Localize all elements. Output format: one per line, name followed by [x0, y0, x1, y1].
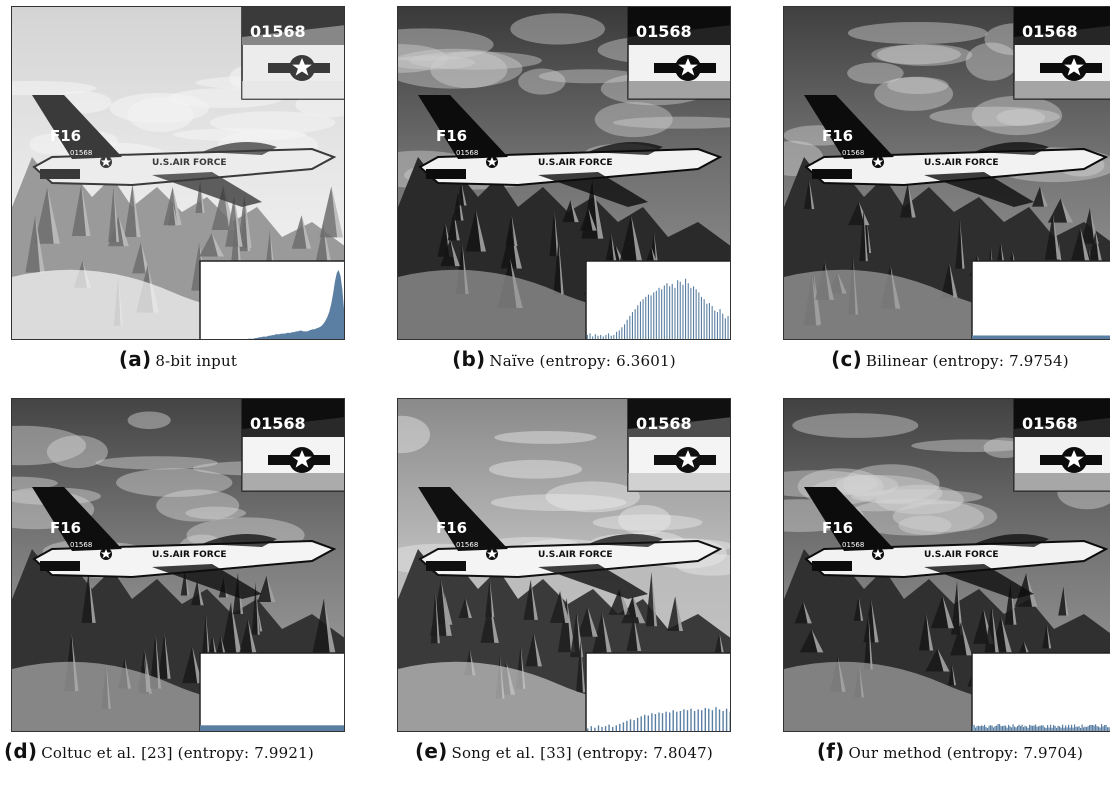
- image-panel-b: F16 01568 U.S.AIR FORCE 01568: [397, 6, 731, 340]
- svg-text:01568: 01568: [1022, 22, 1078, 41]
- svg-text:F16: F16: [822, 519, 853, 537]
- caption-label-a: (a): [118, 347, 152, 371]
- svg-text:01568: 01568: [70, 149, 92, 157]
- caption-text-c: Bilinear (entropy: 7.9754): [865, 352, 1069, 370]
- caption-text-b: Naïve (entropy: 6.3601): [489, 352, 676, 370]
- svg-text:F16: F16: [822, 127, 853, 145]
- svg-text:01568: 01568: [456, 541, 478, 549]
- svg-text:01568: 01568: [250, 22, 306, 41]
- caption-label-d: (d): [4, 739, 38, 763]
- caption-text-a: 8-bit input: [155, 352, 238, 370]
- svg-text:F16: F16: [436, 127, 467, 145]
- caption-label-b: (b): [452, 347, 486, 371]
- svg-text:F16: F16: [50, 519, 81, 537]
- svg-text:U.S.AIR FORCE: U.S.AIR FORCE: [152, 550, 227, 560]
- svg-text:01568: 01568: [1022, 414, 1078, 433]
- caption-b: (b) Naïve (entropy: 6.3601): [397, 348, 731, 372]
- svg-text:01568: 01568: [636, 22, 692, 41]
- svg-text:F16: F16: [50, 127, 81, 145]
- svg-text:01568: 01568: [636, 414, 692, 433]
- image-panel-c: F16 01568 U.S.AIR FORCE 01568: [783, 6, 1110, 340]
- svg-text:U.S.AIR FORCE: U.S.AIR FORCE: [538, 550, 613, 560]
- svg-text:U.S.AIR FORCE: U.S.AIR FORCE: [152, 158, 227, 168]
- svg-text:U.S.AIR FORCE: U.S.AIR FORCE: [538, 158, 613, 168]
- caption-label-e: (e): [415, 739, 448, 763]
- image-panel-f: F16 01568 U.S.AIR FORCE 01568: [783, 398, 1110, 732]
- image-panel-d: F16 01568 U.S.AIR FORCE 01568: [11, 398, 345, 732]
- svg-text:01568: 01568: [842, 149, 864, 157]
- caption-e: (e) Song et al. [33] (entropy: 7.8047): [397, 740, 731, 764]
- svg-text:U.S.AIR FORCE: U.S.AIR FORCE: [924, 158, 999, 168]
- svg-text:01568: 01568: [250, 414, 306, 433]
- svg-text:01568: 01568: [456, 149, 478, 157]
- caption-text-d: Coltuc et al. [23] (entropy: 7.9921): [41, 744, 314, 762]
- image-panel-e: F16 01568 U.S.AIR FORCE 01568: [397, 398, 731, 732]
- caption-label-c: (c): [831, 347, 862, 371]
- caption-a: (a) 8-bit input: [11, 348, 345, 372]
- caption-d: (d) Coltuc et al. [23] (entropy: 7.9921): [4, 740, 354, 764]
- caption-label-f: (f): [816, 739, 845, 763]
- caption-text-e: Song et al. [33] (entropy: 7.8047): [451, 744, 713, 762]
- image-panel-a: F16 01568 U.S.AIR FORCE 01568: [11, 6, 345, 340]
- caption-f: (f) Our method (entropy: 7.9704): [783, 740, 1110, 764]
- svg-text:U.S.AIR FORCE: U.S.AIR FORCE: [924, 550, 999, 560]
- caption-c: (c) Bilinear (entropy: 7.9754): [783, 348, 1110, 372]
- svg-text:01568: 01568: [70, 541, 92, 549]
- svg-text:F16: F16: [436, 519, 467, 537]
- caption-text-f: Our method (entropy: 7.9704): [848, 744, 1084, 762]
- svg-text:01568: 01568: [842, 541, 864, 549]
